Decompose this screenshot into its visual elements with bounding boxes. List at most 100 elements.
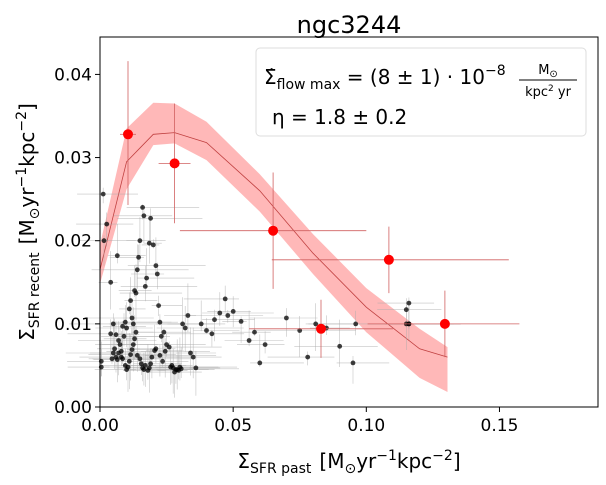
data-point bbox=[230, 309, 236, 314]
y-axis-label-units: [M bbox=[15, 219, 39, 244]
data-point bbox=[161, 329, 167, 335]
data-point bbox=[133, 290, 139, 296]
data-point bbox=[178, 366, 184, 372]
data-point bbox=[108, 331, 114, 337]
data-point bbox=[144, 275, 150, 281]
data-point bbox=[146, 365, 152, 371]
annotation-eta: η = 1.8 ± 0.2 bbox=[272, 105, 407, 129]
data-point bbox=[262, 342, 268, 347]
data-point bbox=[120, 356, 125, 362]
y-axis-label-close: ] bbox=[15, 103, 39, 111]
x-tick-label: 0.10 bbox=[347, 416, 385, 436]
data-point bbox=[112, 346, 117, 352]
data-point bbox=[132, 336, 138, 342]
data-point bbox=[190, 354, 196, 360]
data-point bbox=[128, 298, 134, 303]
y-axis-label-kpc: kpc bbox=[15, 132, 39, 167]
y-tick-label: 0.04 bbox=[54, 65, 92, 85]
binned-point bbox=[268, 225, 279, 236]
data-point bbox=[182, 325, 188, 331]
data-point bbox=[128, 352, 134, 357]
data-point bbox=[185, 313, 191, 318]
data-point bbox=[142, 284, 148, 289]
data-point bbox=[101, 238, 107, 244]
data-point bbox=[284, 315, 289, 321]
x-axis-label: ΣSFR past [M⊙yr−1kpc−2] bbox=[237, 448, 460, 477]
x-axis-label-kpc: kpc bbox=[397, 449, 432, 473]
y-axis-label-yr: yr bbox=[15, 187, 39, 208]
y-tick-label: 0.00 bbox=[54, 398, 92, 418]
data-point bbox=[110, 350, 116, 356]
model-band-layer bbox=[99, 102, 448, 392]
data-point bbox=[130, 342, 136, 347]
annotation-flow-sub: flow max bbox=[277, 77, 341, 93]
annotation-flow-eq: = (8 ± 1) · 10 bbox=[340, 65, 485, 89]
model-median-line bbox=[99, 132, 448, 358]
data-point bbox=[117, 342, 123, 347]
annotation-box: Σ̇flow max = (8 ± 1) · 10−8 M⊙ kpc2 yr η… bbox=[255, 47, 587, 137]
data-point bbox=[337, 343, 343, 349]
y-axis-label-exp2: −2 bbox=[14, 111, 30, 132]
data-point bbox=[129, 347, 135, 352]
data-point bbox=[160, 358, 166, 364]
data-point bbox=[129, 315, 135, 321]
data-point bbox=[100, 191, 106, 197]
scatter-points-layer bbox=[98, 191, 412, 375]
data-point bbox=[148, 361, 154, 367]
annotation-frac-den: kpc2 yr bbox=[525, 84, 571, 100]
data-point bbox=[209, 331, 215, 337]
data-point bbox=[116, 338, 121, 343]
data-point bbox=[188, 350, 193, 356]
y-tick-label: 0.01 bbox=[54, 315, 92, 335]
binned-point bbox=[383, 254, 394, 265]
data-point bbox=[257, 360, 263, 366]
data-point bbox=[146, 240, 152, 246]
data-point bbox=[137, 356, 143, 362]
data-point bbox=[138, 361, 144, 367]
data-point bbox=[142, 363, 148, 368]
data-point bbox=[113, 332, 119, 338]
y-axis-label-sigma: Σ bbox=[15, 328, 39, 341]
binned-point bbox=[439, 318, 450, 329]
y-axis-label-exp1: −1 bbox=[14, 167, 30, 188]
data-point bbox=[133, 329, 139, 335]
data-point bbox=[157, 319, 163, 325]
data-point bbox=[238, 319, 244, 324]
data-point bbox=[109, 356, 115, 362]
data-point bbox=[150, 242, 156, 248]
data-point bbox=[180, 321, 186, 327]
data-point bbox=[114, 253, 120, 259]
data-point bbox=[104, 221, 110, 227]
annotation-sigmadot: Σ̇ bbox=[264, 65, 277, 89]
x-axis-label-yr: yr bbox=[356, 449, 377, 473]
y-axis-label-units-sub: ⊙ bbox=[27, 208, 43, 220]
data-point bbox=[305, 354, 311, 360]
data-point bbox=[156, 303, 162, 308]
data-point bbox=[130, 321, 136, 327]
data-point bbox=[157, 353, 163, 358]
data-point bbox=[154, 271, 160, 277]
data-point bbox=[246, 338, 252, 343]
data-point bbox=[204, 328, 209, 333]
data-point bbox=[141, 367, 147, 372]
x-axis-label-exp1: −1 bbox=[376, 448, 397, 464]
data-point bbox=[136, 254, 142, 260]
data-point bbox=[222, 296, 228, 302]
binned-point bbox=[316, 323, 326, 334]
chart-title: ngc3244 bbox=[297, 11, 402, 39]
plot-frame bbox=[99, 36, 599, 408]
data-point bbox=[140, 205, 146, 210]
annotation-background bbox=[255, 47, 587, 137]
data-point bbox=[166, 344, 172, 350]
data-point bbox=[114, 357, 120, 362]
x-tick-label: 0.05 bbox=[214, 416, 252, 436]
y-tick-label: 0.02 bbox=[54, 232, 92, 252]
y-tick-label: 0.03 bbox=[54, 149, 92, 169]
data-point bbox=[225, 313, 231, 318]
data-point bbox=[217, 310, 223, 316]
data-point bbox=[350, 360, 356, 366]
data-point bbox=[108, 279, 114, 285]
data-point bbox=[406, 300, 412, 306]
data-point bbox=[126, 358, 132, 364]
data-point bbox=[162, 348, 168, 354]
